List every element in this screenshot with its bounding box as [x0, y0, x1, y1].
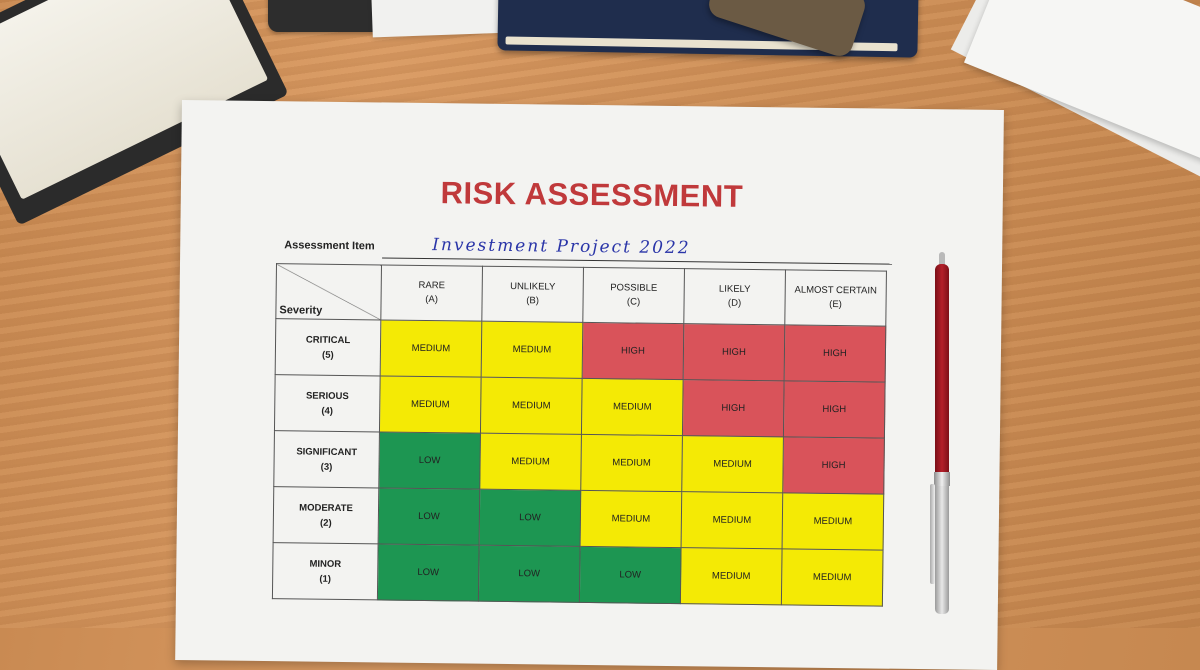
risk-level-cell: MEDIUM: [581, 378, 684, 436]
risk-level-cell: MEDIUM: [580, 434, 683, 492]
risk-matrix: Severity RARE (A) UNLIKELY (B) POSSIBLE (C) LIK…: [272, 263, 887, 607]
likelihood-column-header: ALMOST CERTAIN (E): [784, 269, 887, 327]
risk-level-cell: HIGH: [784, 324, 886, 383]
likelihood-name: POSSIBLE: [610, 282, 658, 294]
likelihood-column-header: LIKELY (D): [683, 268, 786, 325]
risk-level-cell: HIGH: [783, 380, 886, 439]
risk-level-cell: MEDIUM: [379, 375, 482, 434]
severity-row-header: CRITICAL (5): [275, 318, 381, 376]
document-title: RISK ASSESSMENT: [440, 175, 744, 214]
risk-level-cell: MEDIUM: [480, 377, 583, 435]
severity-row: SIGNIFICANT (3) LOW MEDIUM MEDIUM MEDIUM HIGH: [273, 430, 885, 495]
severity-name: CRITICAL: [305, 334, 351, 346]
severity-row: MODERATE (2) LOW LOW MEDIUM MEDIUM MEDIUM: [273, 486, 884, 551]
severity-code: (3): [320, 461, 333, 473]
likelihood-code: (D): [727, 297, 742, 309]
severity-corner-cell: Severity: [275, 263, 382, 320]
severity-code: (1): [319, 573, 332, 585]
red-ballpoint-pen: [930, 252, 950, 614]
risk-level-cell: HIGH: [682, 379, 785, 437]
risk-level-cell: MEDIUM: [580, 490, 682, 548]
likelihood-code: (B): [526, 295, 539, 307]
pen-band: [934, 472, 950, 486]
risk-level-cell: LOW: [579, 546, 682, 604]
risk-level-cell: MEDIUM: [681, 435, 784, 493]
risk-level-cell: MEDIUM: [479, 433, 582, 491]
risk-level-cell: MEDIUM: [781, 548, 884, 607]
likelihood-code: (E): [829, 298, 842, 311]
assessment-item-label: Assessment Item: [284, 239, 375, 253]
risk-level-cell: MEDIUM: [782, 492, 884, 551]
risk-level-cell: LOW: [478, 545, 581, 603]
risk-assessment-sheet: RISK ASSESSMENT Assessment Item Investme…: [175, 100, 1004, 670]
pen-cap: [935, 486, 949, 614]
pen-clip: [930, 484, 935, 584]
risk-level-cell: LOW: [378, 431, 481, 490]
severity-row-header: SIGNIFICANT (3): [273, 430, 380, 488]
severity-name: MODERATE: [299, 501, 353, 514]
severity-name: MINOR: [309, 558, 342, 570]
risk-level-cell: HIGH: [782, 436, 885, 495]
assessment-item-row: Assessment Item Investment Project 2022: [284, 235, 893, 266]
severity-code: (4): [321, 405, 334, 417]
severity-name: SERIOUS: [305, 390, 349, 402]
risk-level-cell: MEDIUM: [481, 321, 583, 379]
likelihood-name: RARE: [418, 279, 446, 292]
risk-level-cell: LOW: [377, 543, 480, 602]
loose-papers: [371, 0, 513, 38]
likelihood-column-header: UNLIKELY (B): [481, 266, 584, 323]
severity-row: CRITICAL (5) MEDIUM MEDIUM HIGH HIGH HIGH: [275, 318, 886, 383]
assessment-item-underline: [382, 257, 893, 265]
likelihood-name: UNLIKELY: [510, 281, 556, 293]
risk-level-cell: MEDIUM: [681, 491, 783, 549]
likelihood-column-header: POSSIBLE (C): [582, 267, 685, 324]
risk-level-cell: HIGH: [683, 323, 785, 381]
likelihood-column-header: RARE (A): [380, 264, 483, 322]
matrix-header-row: Severity RARE (A) UNLIKELY (B) POSSIBLE (C) LIK…: [275, 263, 887, 327]
risk-level-cell: MEDIUM: [680, 547, 783, 605]
pen-tip: [939, 252, 945, 266]
severity-row: MINOR (1) LOW LOW LOW MEDIUM MEDIUM: [272, 542, 884, 607]
risk-level-cell: LOW: [378, 487, 480, 546]
pen-barrel: [935, 264, 949, 474]
severity-row-header: SERIOUS (4): [274, 374, 381, 432]
risk-level-cell: MEDIUM: [380, 319, 482, 378]
severity-axis-label: Severity: [279, 304, 323, 317]
severity-code: (5): [322, 349, 334, 361]
severity-row: SERIOUS (4) MEDIUM MEDIUM MEDIUM HIGH HIGH: [274, 374, 886, 439]
likelihood-code: (A): [425, 293, 438, 306]
assessment-item-handwritten-value: Investment Project 2022: [432, 235, 691, 259]
risk-level-cell: LOW: [479, 489, 581, 547]
severity-row-header: MODERATE (2): [273, 486, 379, 544]
severity-code: (2): [319, 517, 332, 529]
likelihood-name: LIKELY: [718, 283, 751, 295]
likelihood-code: (C): [626, 296, 641, 308]
likelihood-name: ALMOST CERTAIN: [794, 284, 877, 297]
severity-name: SIGNIFICANT: [296, 445, 358, 458]
severity-row-header: MINOR (1): [272, 542, 379, 600]
risk-level-cell: HIGH: [582, 322, 684, 380]
